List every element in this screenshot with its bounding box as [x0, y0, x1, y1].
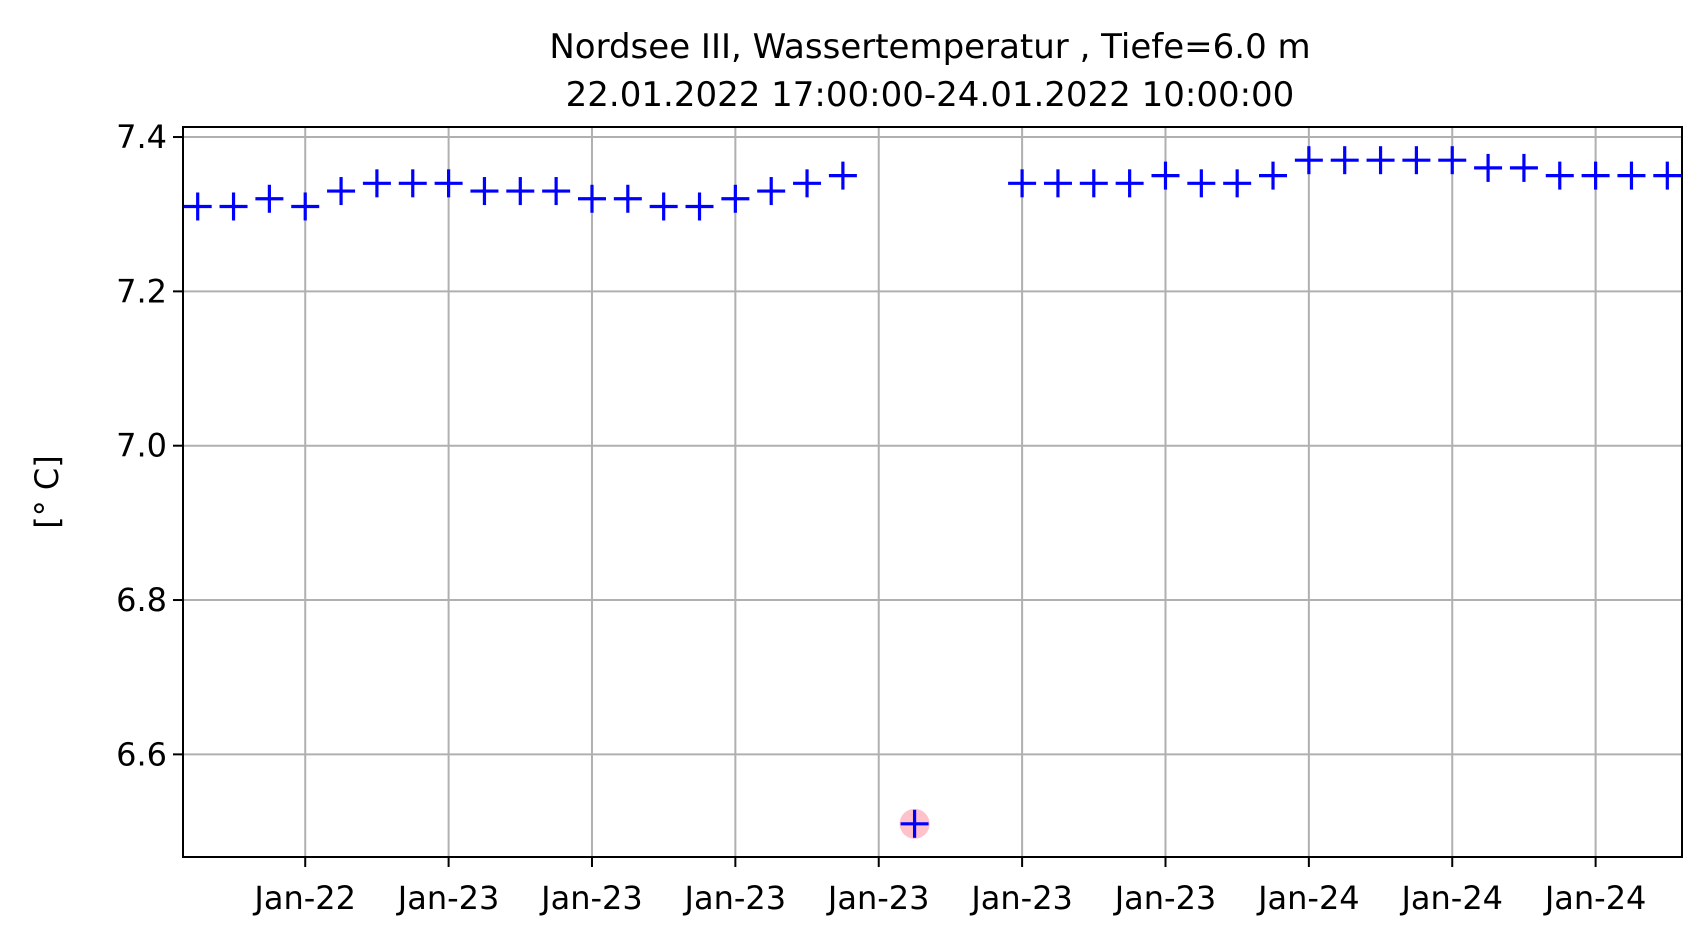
data-point — [1079, 169, 1108, 198]
data-point — [1581, 161, 1610, 190]
data-point — [362, 169, 391, 198]
data-point — [470, 177, 499, 206]
data-point — [506, 177, 535, 206]
data-point — [1223, 169, 1252, 198]
data-point — [1474, 153, 1503, 182]
data-point — [828, 161, 857, 190]
x-tick-label: Jan-23 — [396, 879, 500, 917]
x-tick-label: Jan-23 — [826, 879, 930, 917]
data-point — [1330, 146, 1359, 175]
y-tick-label: 6.6 — [116, 735, 167, 773]
data-point — [1617, 161, 1646, 190]
x-tick-label: Jan-23 — [1113, 879, 1217, 917]
data-point — [1438, 146, 1467, 175]
data-point — [291, 192, 320, 221]
chart-title: Nordsee III, Wassertemperatur , Tiefe=6.… — [549, 27, 1310, 67]
grid — [183, 127, 1682, 857]
data-point — [255, 184, 284, 213]
data-point — [757, 177, 786, 206]
x-tick-label: Jan-22 — [252, 879, 356, 917]
data-point — [613, 184, 642, 213]
y-axis: 6.6 6.8 7.0 7.2 7.4 — [116, 118, 183, 773]
plot-frame — [182, 126, 1683, 858]
data-point — [398, 169, 427, 198]
data-point — [1151, 161, 1180, 190]
data-point — [721, 184, 750, 213]
chart-subtitle: 22.01.2022 17:00:00-24.01.2022 10:00:00 — [566, 75, 1295, 115]
x-tick-label: Jan-23 — [539, 879, 643, 917]
data-point — [1187, 169, 1216, 198]
data-points — [183, 146, 1682, 839]
x-tick-label: Jan-24 — [1543, 879, 1647, 917]
data-point — [1294, 146, 1323, 175]
y-tick-label: 7.0 — [116, 427, 167, 465]
data-point — [1653, 161, 1682, 190]
data-point — [1545, 161, 1574, 190]
data-point — [1366, 146, 1395, 175]
data-point — [1008, 169, 1037, 198]
data-point — [1509, 153, 1538, 182]
flagged-data-point — [899, 808, 930, 839]
data-point — [1115, 169, 1144, 198]
data-point — [219, 192, 248, 221]
x-tick-label: Jan-23 — [969, 879, 1073, 917]
y-tick-label: 7.2 — [116, 272, 167, 310]
y-tick-label: 7.4 — [116, 118, 167, 156]
x-tick-label: Jan-24 — [1399, 879, 1503, 917]
data-point — [577, 184, 606, 213]
y-axis-label: [° C] — [28, 455, 66, 528]
data-point — [1402, 146, 1431, 175]
data-point — [1043, 169, 1072, 198]
data-point — [327, 177, 356, 206]
data-point — [649, 192, 678, 221]
data-point — [542, 177, 571, 206]
data-point — [434, 169, 463, 198]
x-axis: Jan-22 Jan-23 Jan-23 Jan-23 Jan-23 Jan-23 Jan-… — [252, 857, 1646, 917]
data-point — [793, 169, 822, 198]
data-point — [685, 192, 714, 221]
x-tick-label: Jan-24 — [1256, 879, 1360, 917]
x-tick-label: Jan-23 — [683, 879, 787, 917]
y-tick-label: 6.8 — [116, 581, 167, 619]
data-point — [1259, 161, 1288, 190]
data-point — [183, 192, 212, 221]
